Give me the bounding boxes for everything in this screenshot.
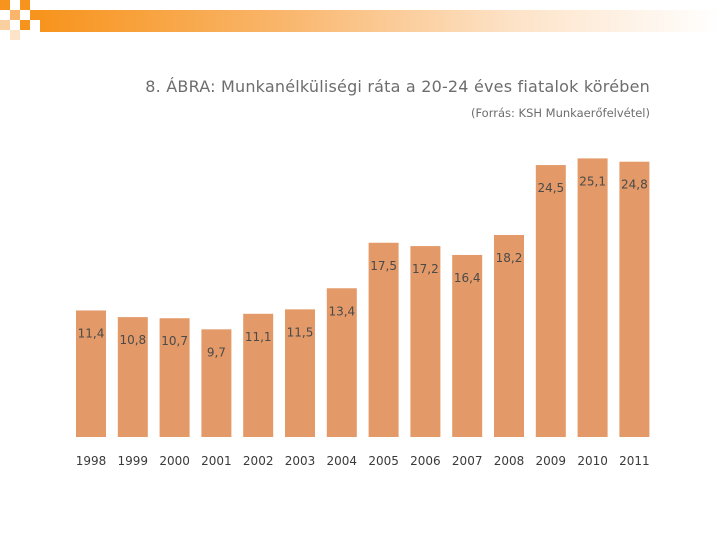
x-tick-label-2008: 2008 <box>494 454 525 468</box>
x-tick-label-2007: 2007 <box>452 454 483 468</box>
data-label-2001: 9,7 <box>207 345 226 359</box>
x-tick-label-2002: 2002 <box>243 454 274 468</box>
bar-1999 <box>117 317 148 437</box>
x-tick-label-2000: 2000 <box>159 454 190 468</box>
bar-2004 <box>326 288 357 437</box>
x-tick-label-2009: 2009 <box>536 454 567 468</box>
data-label-2011: 24,8 <box>621 178 648 192</box>
bar-1998 <box>76 310 106 437</box>
x-tick-label-2010: 2010 <box>577 454 608 468</box>
data-label-2005: 17,5 <box>370 259 397 273</box>
bar-2007 <box>452 254 483 437</box>
chart-subtitle: (Forrás: KSH Munkaerőfelvétel) <box>470 106 650 120</box>
bar-2000 <box>159 318 190 437</box>
x-tick-label-2006: 2006 <box>410 454 441 468</box>
data-label-1998: 11,4 <box>78 326 105 340</box>
bar-2002 <box>243 313 274 437</box>
chart-title: 8. ÁBRA: Munkanélküliségi ráta a 20-24 é… <box>145 77 650 96</box>
data-label-2003: 11,5 <box>287 325 314 339</box>
bar-2011 <box>619 161 650 437</box>
data-label-2002: 11,1 <box>245 330 272 344</box>
data-label-2000: 10,7 <box>161 334 188 348</box>
data-label-2006: 17,2 <box>412 262 439 276</box>
data-label-1999: 10,8 <box>119 333 146 347</box>
data-label-2009: 24,5 <box>537 181 564 195</box>
bar-2006 <box>410 246 441 437</box>
data-label-2008: 18,2 <box>496 251 523 265</box>
x-tick-label-1999: 1999 <box>118 454 149 468</box>
header-gradient-band <box>40 10 720 32</box>
bar-2001 <box>201 329 232 437</box>
x-tick-label-2004: 2004 <box>327 454 358 468</box>
x-tick-label-2011: 2011 <box>619 454 650 468</box>
bar-2008 <box>494 234 524 437</box>
bar-2003 <box>285 309 315 437</box>
data-label-2007: 16,4 <box>454 271 481 285</box>
x-tick-label-2005: 2005 <box>368 454 399 468</box>
bar-2009 <box>535 165 566 438</box>
x-tick-label-1998: 1998 <box>76 454 107 468</box>
corner-checker-decoration <box>0 0 40 40</box>
data-label-2010: 25,1 <box>579 174 606 188</box>
x-tick-label-2003: 2003 <box>285 454 316 468</box>
x-tick-label-2001: 2001 <box>201 454 232 468</box>
data-label-2004: 13,4 <box>328 304 355 318</box>
bar-2010 <box>577 158 608 437</box>
bar-2005 <box>368 242 399 437</box>
